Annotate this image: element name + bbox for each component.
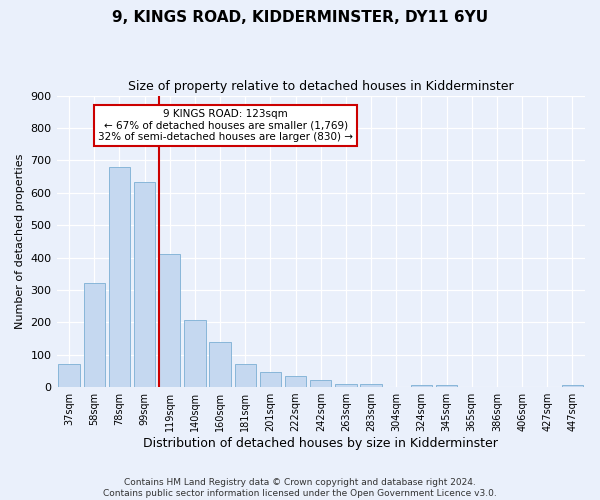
Bar: [58, 364, 80, 387]
Bar: [260, 372, 281, 387]
Bar: [436, 386, 457, 387]
Bar: [310, 380, 331, 387]
Bar: [335, 384, 356, 387]
Bar: [83, 283, 105, 387]
Text: Contains HM Land Registry data © Crown copyright and database right 2024.
Contai: Contains HM Land Registry data © Crown c…: [103, 478, 497, 498]
Text: 9 KINGS ROAD: 123sqm
← 67% of detached houses are smaller (1,769)
32% of semi-de: 9 KINGS ROAD: 123sqm ← 67% of detached h…: [98, 108, 353, 142]
Text: 9, KINGS ROAD, KIDDERMINSTER, DY11 6YU: 9, KINGS ROAD, KIDDERMINSTER, DY11 6YU: [112, 10, 488, 25]
X-axis label: Distribution of detached houses by size in Kidderminster: Distribution of detached houses by size …: [143, 437, 498, 450]
Bar: [411, 385, 432, 387]
Bar: [235, 364, 256, 387]
Title: Size of property relative to detached houses in Kidderminster: Size of property relative to detached ho…: [128, 80, 514, 93]
Bar: [184, 320, 206, 387]
Bar: [159, 254, 181, 387]
Bar: [109, 167, 130, 387]
Bar: [134, 182, 155, 387]
Y-axis label: Number of detached properties: Number of detached properties: [15, 154, 25, 329]
Bar: [209, 342, 231, 387]
Bar: [285, 376, 307, 387]
Bar: [361, 384, 382, 387]
Bar: [562, 385, 583, 387]
